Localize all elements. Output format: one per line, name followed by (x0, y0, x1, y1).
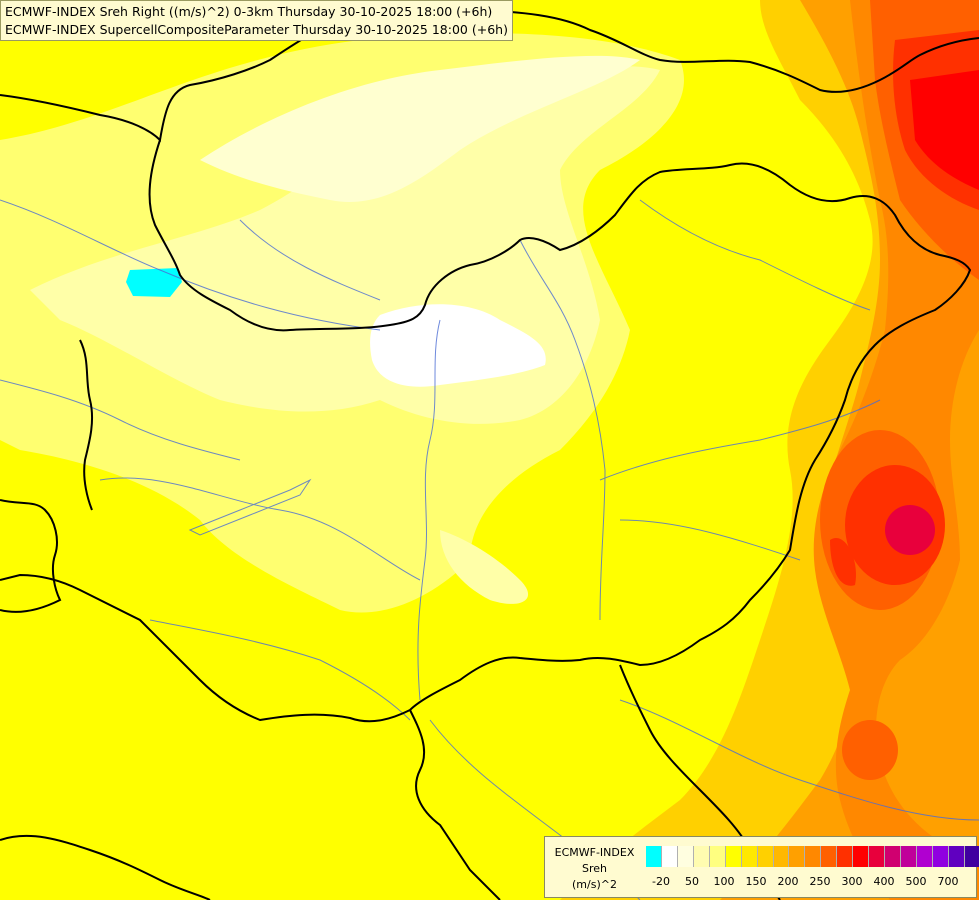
header-line-1: ECMWF-INDEX Sreh Right ((m/s)^2) 0-3km T… (5, 4, 493, 19)
legend-swatch (709, 846, 726, 867)
low-sreh-area (0, 33, 684, 613)
legend-swatch (741, 846, 758, 867)
legend-swatch (725, 846, 742, 867)
legend-swatch (869, 846, 886, 867)
legend-tick-label: 200 (777, 875, 799, 888)
color-legend: ECMWF-INDEX Sreh (m/s)^2 -20 50 100 150 200 2… (544, 836, 979, 898)
legend-swatch (805, 846, 822, 867)
legend-tick-label: 400 (873, 875, 895, 888)
header-line-2: ECMWF-INDEX SupercellCompositeParameter … (5, 22, 508, 37)
legend-title-parameter: Sreh (581, 862, 607, 875)
legend-title-unit: (m/s)^2 (572, 878, 617, 891)
legend-swatch (916, 846, 933, 867)
legend-swatch (677, 846, 694, 867)
legend-swatch (948, 846, 965, 867)
legend-swatch (853, 846, 870, 867)
legend-tick-label: 300 (841, 875, 863, 888)
legend-tick-label: 100 (713, 875, 735, 888)
legend-tick-label: 250 (809, 875, 831, 888)
legend-swatch (885, 846, 901, 867)
legend-swatches (646, 846, 979, 867)
map-header: ECMWF-INDEX Sreh Right ((m/s)^2) 0-3km T… (0, 0, 513, 41)
legend-swatch (964, 846, 979, 867)
legend-swatch (661, 846, 678, 867)
legend-swatch (773, 846, 790, 867)
legend-swatch (693, 846, 710, 867)
legend-swatch (646, 846, 662, 867)
legend-swatch (901, 846, 917, 867)
legend-swatch (757, 846, 774, 867)
legend-tick-label: 700 (937, 875, 959, 888)
legend-tick-label: 500 (905, 875, 927, 888)
high-sreh-area (560, 0, 979, 900)
legend-swatch (837, 846, 854, 867)
legend-tick-label: -20 (652, 875, 670, 888)
legend-tick-label: 150 (745, 875, 767, 888)
legend-swatch (932, 846, 949, 867)
legend-swatch (789, 846, 806, 867)
legend-title-model: ECMWF-INDEX (554, 846, 635, 859)
legend-swatch (821, 846, 838, 867)
legend-tick-label: 50 (685, 875, 699, 888)
negative-sreh-patch (126, 268, 182, 297)
